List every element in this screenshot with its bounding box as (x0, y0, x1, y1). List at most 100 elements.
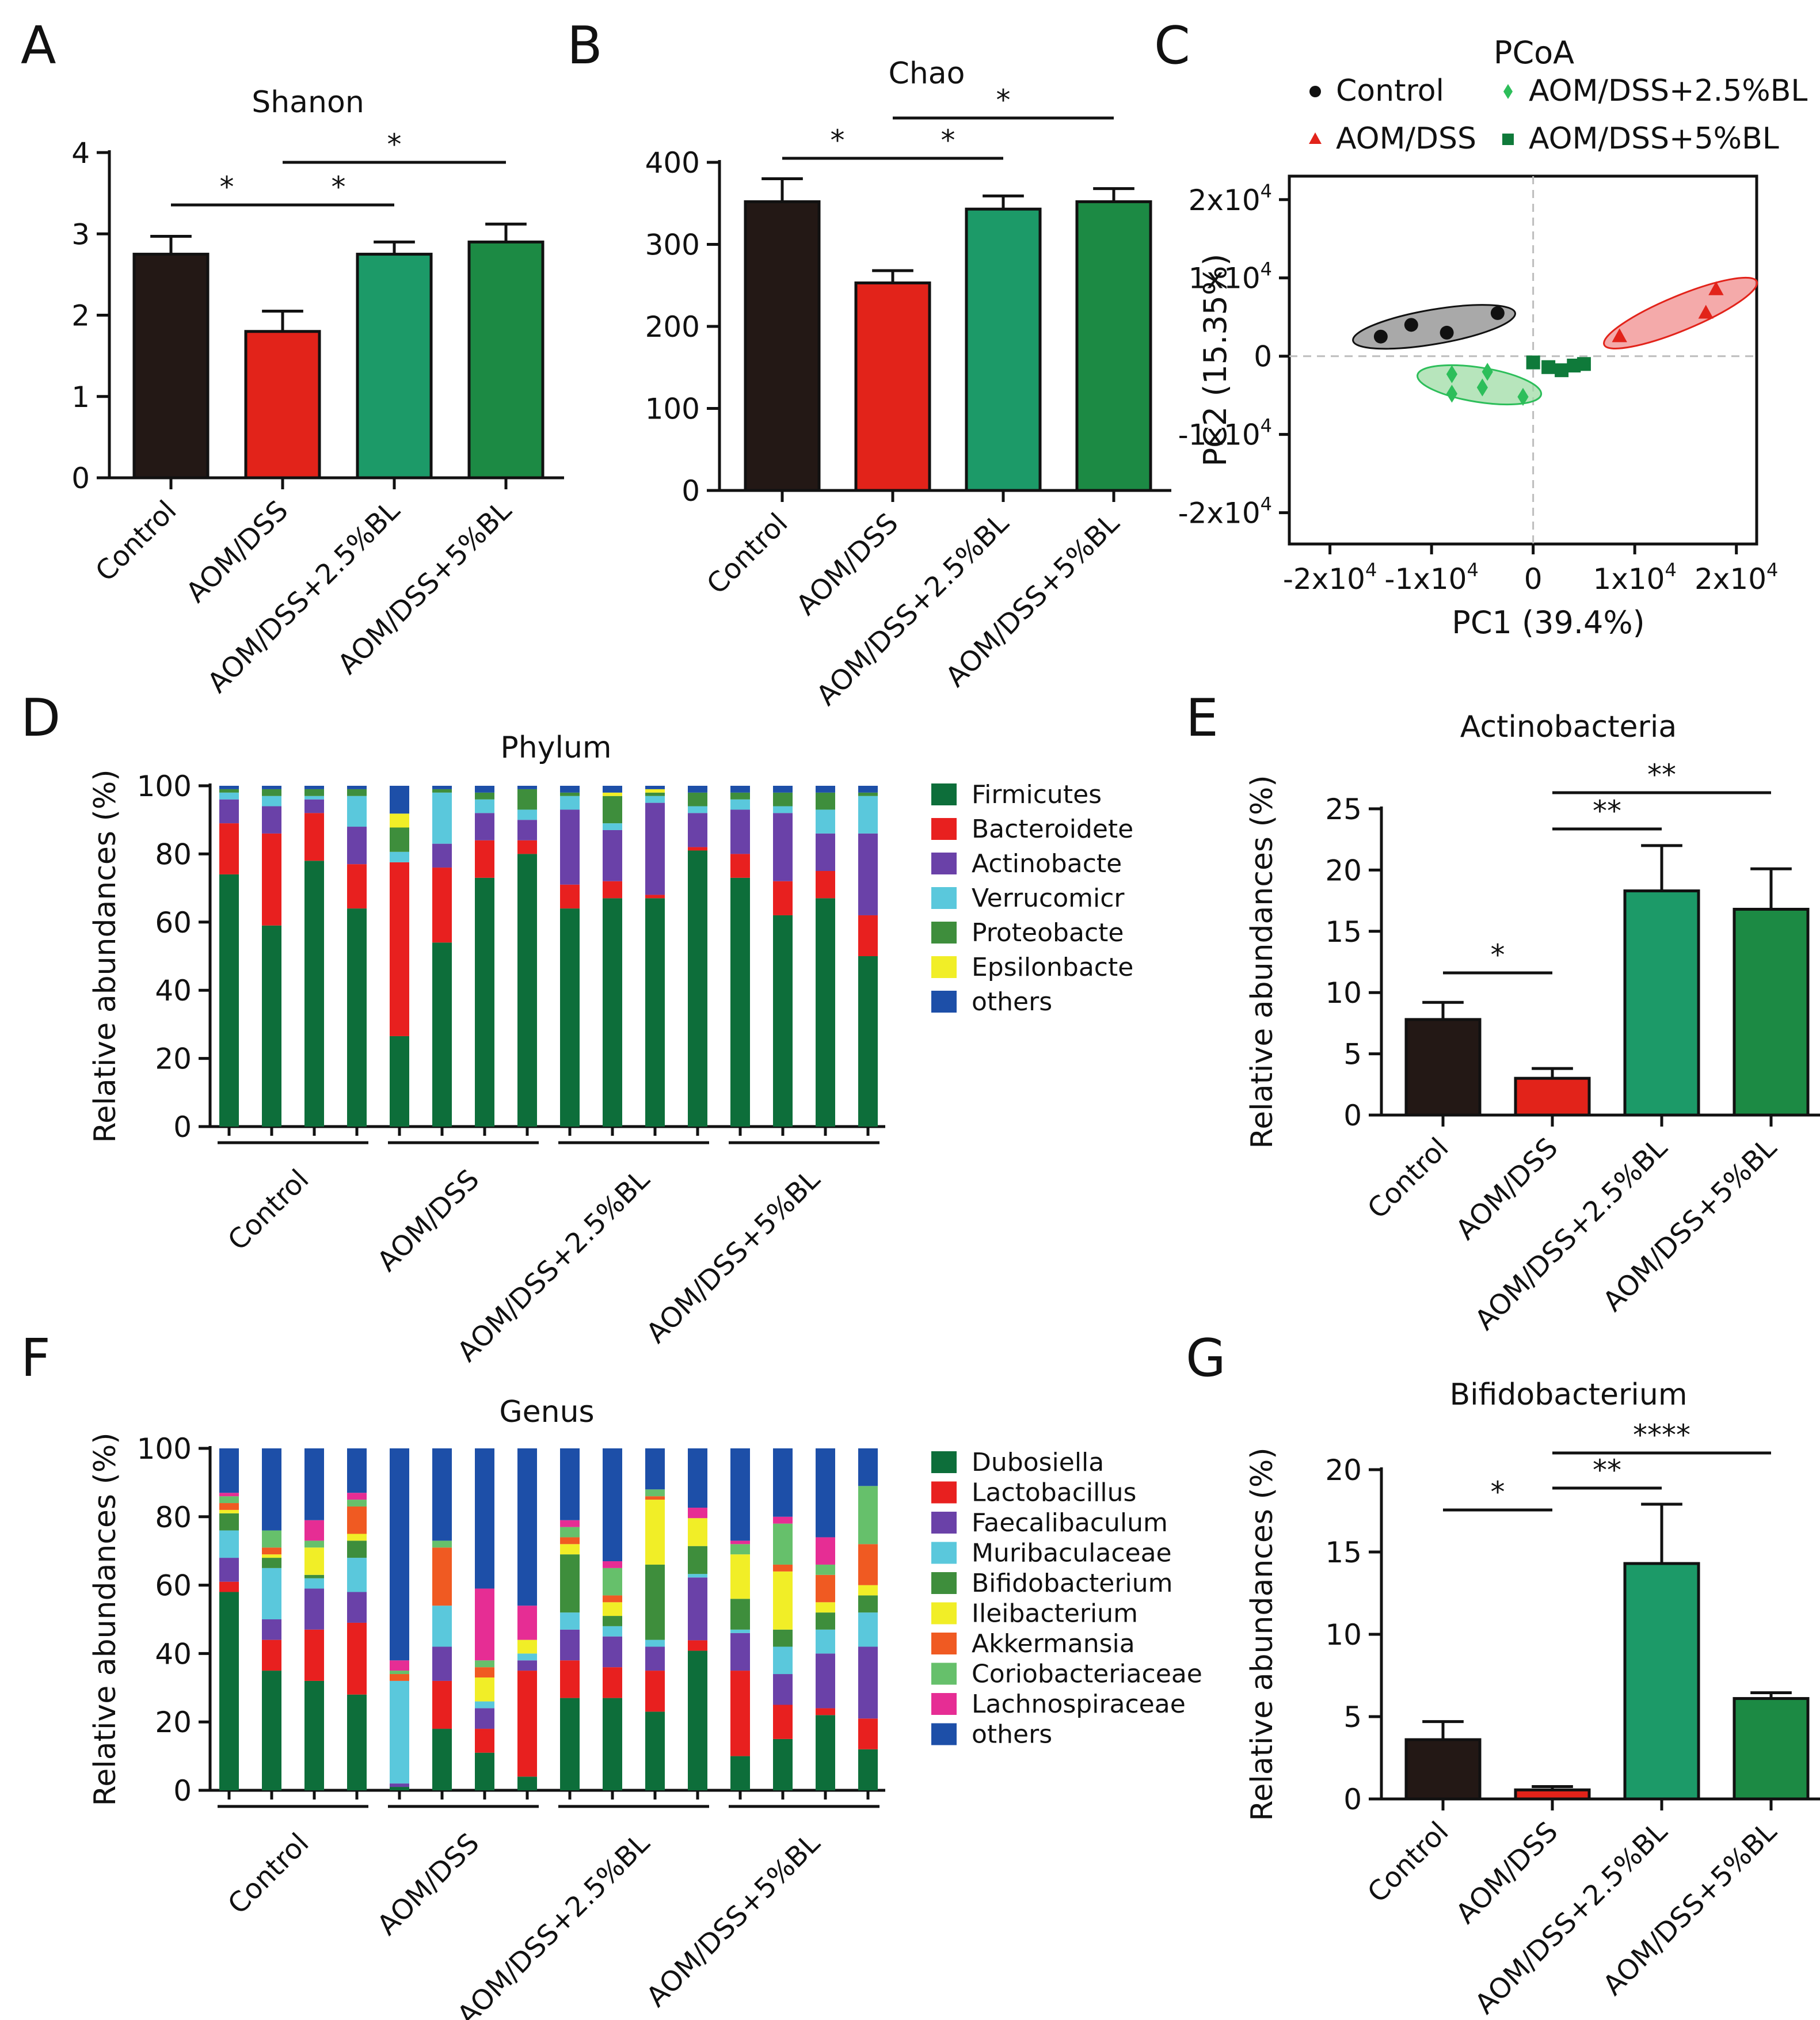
segment-others (432, 1448, 452, 1541)
y-tick-label: 0 (681, 474, 700, 508)
panel-letter-g: G (1186, 1328, 1226, 1388)
data-point (1698, 305, 1714, 319)
segment-bacteroidete (858, 915, 878, 956)
segment-bifidobacterium (773, 1629, 793, 1647)
y-tick-label: 0 (1254, 340, 1272, 374)
group-label: Control (222, 1827, 315, 1920)
legend-marker (1309, 132, 1322, 144)
segment-bacteroidete (773, 881, 793, 915)
x-tick-label: AOM/DSS+2.5%BL (1469, 1132, 1674, 1337)
segment-dubosiella (475, 1752, 494, 1790)
stacked-column (475, 1448, 494, 1800)
bar-control (132, 253, 210, 480)
segment-lachnospiraceae (688, 1508, 707, 1519)
segment-akkermansia (858, 1544, 878, 1585)
segment-others (645, 1448, 665, 1490)
x-tick-label: Control (1361, 1132, 1455, 1225)
x-tick-label: AOM/DSS+2.5%BL (810, 507, 1015, 712)
stacked-column (773, 1448, 793, 1800)
segment-firmicutes (560, 908, 580, 1127)
segment-lactobacillus (262, 1639, 281, 1671)
legend-label: AOM/DSS (1336, 121, 1476, 156)
segment-proteobacte (858, 792, 878, 796)
x-tick-label: AOM/DSS (1450, 1816, 1564, 1930)
significance-label: * (332, 170, 346, 204)
segment-akkermansia (347, 1506, 367, 1534)
data-point (1555, 363, 1569, 378)
segment-lactobacillus (645, 1671, 665, 1712)
bar-aom-dss (1514, 1076, 1591, 1117)
stacked-column (730, 1448, 750, 1800)
segment-actinobacte (603, 830, 622, 881)
segment-lactobacillus (773, 1705, 793, 1739)
chart-b: Chao 0 100 200 300 400 ControlAOM/DSSAOM/DSS+2… (645, 56, 1171, 712)
legend-label: others (972, 987, 1052, 1017)
segment-muribaculaceae (816, 1629, 835, 1654)
x-tick-label: AOM/DSS+2.5%BL (201, 494, 406, 699)
segment-akkermansia (816, 1574, 835, 1603)
chart-a: Shanon01234ControlAOM/DSSAOM/DSS+2.5%BLA… (71, 85, 564, 699)
panel-letter-e: E (1186, 688, 1219, 748)
significance-label: * (831, 124, 845, 157)
panel-letters: A B C D E F G (21, 16, 1226, 1388)
segment-coriobacteriaceae (347, 1500, 367, 1507)
segment-dubosiella (304, 1680, 324, 1790)
y-tick-label: 1x104 (1189, 258, 1272, 295)
legend-label: Proteobacte (972, 918, 1124, 948)
legend-swatch (931, 956, 957, 978)
bar-aom-dss-2-5-bl (1623, 1562, 1700, 1801)
segment-actinobacte (773, 813, 793, 881)
significance-label: ** (1593, 794, 1621, 828)
group-label: AOM/DSS (371, 1827, 486, 1942)
segment-firmicutes (688, 850, 707, 1127)
segment-bifidobacterium (730, 1599, 750, 1630)
y-tick-label: 60 (155, 1569, 192, 1603)
group-label: AOM/DSS+2.5%BL (451, 1827, 656, 2020)
segment-dubosiella (219, 1592, 239, 1790)
data-point (1708, 281, 1724, 295)
segment-proteobacte (603, 796, 622, 824)
segment-akkermansia (262, 1547, 281, 1555)
segment-ileibacterium (219, 1509, 239, 1513)
y-tick-label: 0 (1343, 1783, 1362, 1816)
y-tick-label: 20 (155, 1706, 192, 1739)
significance-label: * (387, 128, 402, 161)
stacked-column (645, 786, 665, 1136)
y-tick-label: 100 (137, 1432, 192, 1466)
segment-muribaculaceae (262, 1568, 281, 1619)
y-axis-label: Relative abundances (%) (88, 1432, 123, 1806)
chart-title: Chao (889, 56, 965, 91)
x-tick-label: 1x104 (1593, 559, 1676, 596)
y-tick-label: 0 (1343, 1099, 1362, 1132)
legend-label: Control (1336, 74, 1444, 108)
legend-label: Verrucomicr (972, 884, 1125, 913)
data-point (1612, 328, 1627, 343)
segment-bacteroidete (517, 840, 537, 854)
y-tick-label: 5 (1343, 1701, 1362, 1734)
y-tick-label: 3 (71, 218, 90, 251)
y-tick-label: 4 (71, 136, 90, 170)
segment-epsilonbacte (390, 813, 409, 828)
x-tick-label: -1x104 (1384, 559, 1478, 596)
stacked-column (603, 1448, 622, 1800)
legend-marker (1502, 134, 1514, 145)
segment-faecalibaculum (603, 1636, 622, 1668)
segment-akkermansia (773, 1564, 793, 1572)
segment-actinobacte (730, 809, 750, 854)
segment-others (432, 786, 452, 789)
segment-dubosiella (730, 1756, 750, 1790)
data-point (1577, 357, 1591, 371)
legend-swatch (931, 1481, 957, 1504)
segment-ileibacterium (858, 1585, 878, 1596)
legend-label: Bacteroidete (972, 815, 1133, 844)
segment-faecalibaculum (390, 1783, 409, 1787)
legend-swatch (931, 1512, 957, 1534)
segment-coriobacteriaceae (432, 1540, 452, 1548)
stacked-column (304, 1448, 324, 1800)
stacked-column (816, 786, 835, 1136)
segment-others (262, 786, 281, 789)
segment-others (475, 1448, 494, 1589)
legend: DubosiellaLactobacillusFaecalibaculumMur… (931, 1448, 1202, 1749)
segment-ileibacterium (517, 1639, 537, 1654)
segment-lachnospiraceae (390, 1660, 409, 1671)
